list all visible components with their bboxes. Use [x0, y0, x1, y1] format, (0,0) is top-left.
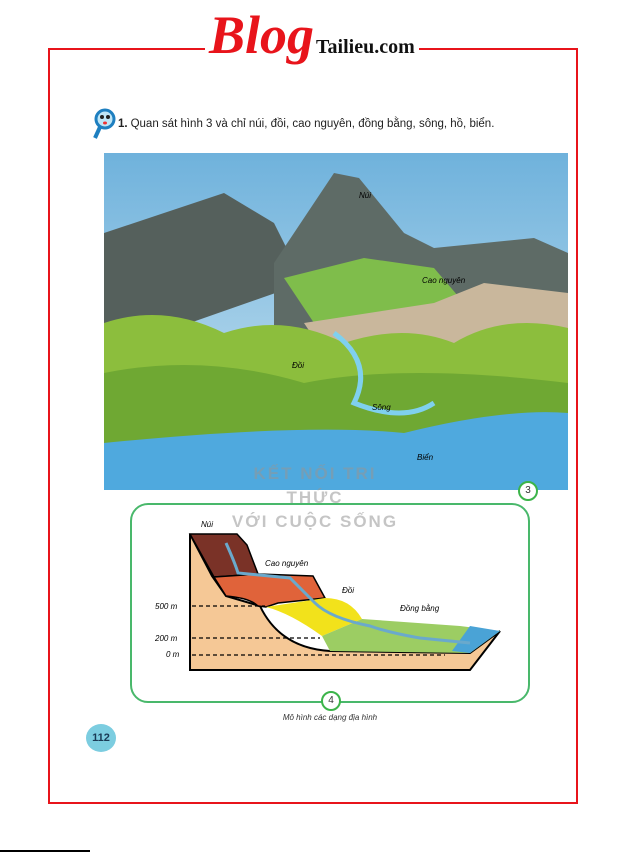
magnifier-mascot-icon	[93, 108, 116, 139]
logo-blog: Blog	[209, 5, 315, 65]
diagram-label-plain: Đồng bằng	[400, 604, 440, 613]
question-text: Quan sát hình 3 và chỉ núi, đồi, cao ngu…	[130, 118, 495, 130]
footer-rule	[0, 850, 90, 852]
label-sea: Biển	[417, 453, 434, 462]
elevation-500: 500 m	[155, 602, 178, 611]
label-mountain: Núi	[359, 191, 371, 200]
elevation-200: 200 m	[154, 634, 178, 643]
figure-4-caption: Mô hình các dạng địa hình	[282, 713, 378, 722]
blogtailieu-logo: Blog Tailieu.com	[205, 4, 419, 65]
diagram-label-mountain: Núi	[201, 520, 213, 529]
label-river: Sông	[372, 403, 391, 412]
watermark: KẾT NỐI TRI THỨC VỚI CUỘC SỐNG	[230, 462, 400, 534]
watermark-line2: VỚI CUỘC SỐNG	[231, 512, 399, 531]
label-hill: Đồi	[292, 361, 304, 370]
diagram-label-hill: Đồi	[342, 586, 354, 595]
terrain-model-diagram: Núi Cao nguyên Đồi Đồng bằng 500 m 200 m…	[154, 520, 501, 671]
diagram-label-plateau: Cao nguyên	[265, 559, 309, 568]
question-1: 1. Quan sát hình 3 và chỉ núi, đồi, cao n…	[92, 108, 494, 140]
label-plateau: Cao nguyên	[422, 276, 466, 285]
page-number: 112	[86, 724, 116, 752]
landscape-illustration: Núi Cao nguyên Đồi Sông Biển	[104, 153, 568, 490]
figure-3-badge: 3	[518, 481, 538, 501]
question-number: 1.	[118, 118, 128, 130]
logo-site: Tailieu.com	[316, 36, 415, 58]
elevation-0: 0 m	[166, 650, 180, 659]
figure-4-badge: 4	[321, 691, 341, 711]
watermark-line1: KẾT NỐI TRI THỨC	[253, 464, 377, 507]
